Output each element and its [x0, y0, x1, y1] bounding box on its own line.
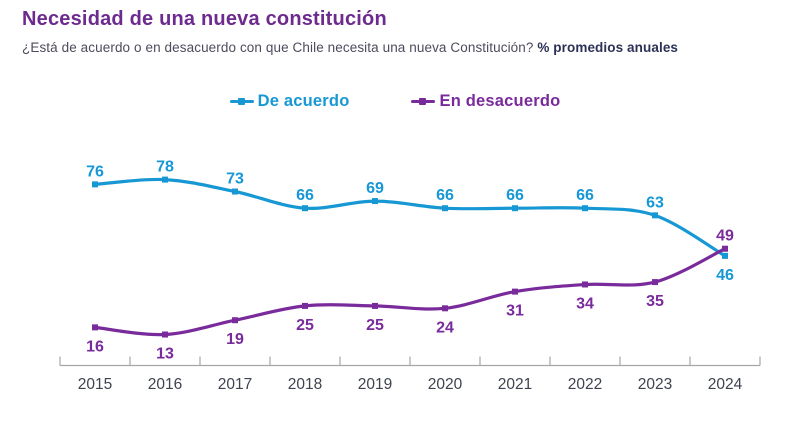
x-tick-label-2020: 2020: [428, 376, 463, 393]
data-point-marker: [722, 245, 728, 252]
legend-item-de-acuerdo: De acuerdo: [229, 92, 350, 111]
data-label-en-desacuerdo-2020: 24: [436, 319, 454, 336]
data-point-marker: [162, 176, 168, 183]
legend-item-en-desacuerdo: En desacuerdo: [411, 92, 560, 111]
data-label-de-acuerdo-2016: 78: [156, 159, 174, 176]
x-tick-label-2022: 2022: [568, 376, 602, 393]
x-tick-label-2024: 2024: [708, 376, 743, 393]
legend-label-de-acuerdo: De acuerdo: [257, 92, 350, 110]
data-point-marker: [512, 205, 518, 212]
data-point-marker: [442, 205, 448, 212]
data-label-de-acuerdo-2015: 76: [86, 163, 104, 180]
data-label-de-acuerdo-2017: 73: [226, 171, 244, 188]
data-point-marker: [372, 198, 378, 205]
data-label-en-desacuerdo-2017: 19: [226, 331, 244, 348]
data-point-marker: [442, 305, 448, 312]
chart-legend: De acuerdo En desacuerdo: [0, 92, 790, 111]
legend-label-en-desacuerdo: En desacuerdo: [439, 92, 561, 110]
subtitle-question: ¿Está de acuerdo o en desacuerdo con que…: [22, 40, 538, 55]
x-tick-label-2016: 2016: [148, 376, 182, 393]
data-label-de-acuerdo-2018: 66: [296, 187, 314, 204]
data-point-marker: [512, 288, 518, 295]
data-label-de-acuerdo-2024: 46: [716, 267, 734, 284]
line-chart: 2015 2016 2017 2018 2019 2020 2021 2022 2023 2024…: [0, 128, 790, 408]
data-point-marker: [652, 279, 658, 286]
line-series-0: [93, 177, 727, 258]
data-point-marker: [722, 252, 728, 259]
data-label-en-desacuerdo-2024: 49: [716, 228, 734, 245]
x-tick-label-2018: 2018: [288, 376, 322, 393]
data-point-marker: [372, 302, 378, 309]
page-title: Necesidad de una nueva constitución: [22, 8, 387, 30]
data-point-marker: [582, 281, 588, 288]
data-label-en-desacuerdo-2018: 25: [296, 317, 314, 334]
subtitle-unit-note: % promedios anuales: [537, 40, 679, 55]
chart-subtitle: ¿Está de acuerdo o en desacuerdo con que…: [22, 40, 678, 55]
data-point-marker: [582, 205, 588, 212]
data-label-en-desacuerdo-2016: 13: [156, 346, 174, 363]
data-point-marker: [92, 324, 98, 331]
data-label-de-acuerdo-2020: 66: [436, 187, 454, 204]
line-series-1: [93, 247, 727, 337]
data-label-de-acuerdo-2019: 69: [366, 180, 384, 197]
data-label-de-acuerdo-2021: 66: [506, 187, 524, 204]
x-tick-label-2023: 2023: [638, 376, 672, 393]
line-series-marker-icon: [411, 97, 436, 105]
data-point-marker: [302, 205, 308, 212]
data-point-marker: [162, 331, 168, 338]
x-tick-label-2017: 2017: [218, 376, 252, 393]
data-label-en-desacuerdo-2023: 35: [646, 293, 664, 310]
x-tick-label-2021: 2021: [498, 376, 532, 393]
data-point-marker: [302, 302, 308, 309]
data-label-en-desacuerdo-2022: 34: [576, 295, 594, 312]
data-point-marker: [232, 188, 238, 195]
data-point-marker: [652, 212, 658, 219]
data-label-de-acuerdo-2022: 66: [576, 187, 594, 204]
data-label-en-desacuerdo-2019: 25: [366, 317, 384, 334]
data-label-en-desacuerdo-2021: 31: [506, 303, 524, 320]
data-point-marker: [92, 181, 98, 188]
x-tick-label-2019: 2019: [358, 376, 392, 393]
x-tick-label-2015: 2015: [78, 376, 112, 393]
line-series-marker-icon: [229, 97, 254, 105]
data-point-marker: [232, 317, 238, 324]
data-label-de-acuerdo-2023: 63: [646, 194, 664, 211]
data-label-en-desacuerdo-2015: 16: [86, 338, 104, 355]
